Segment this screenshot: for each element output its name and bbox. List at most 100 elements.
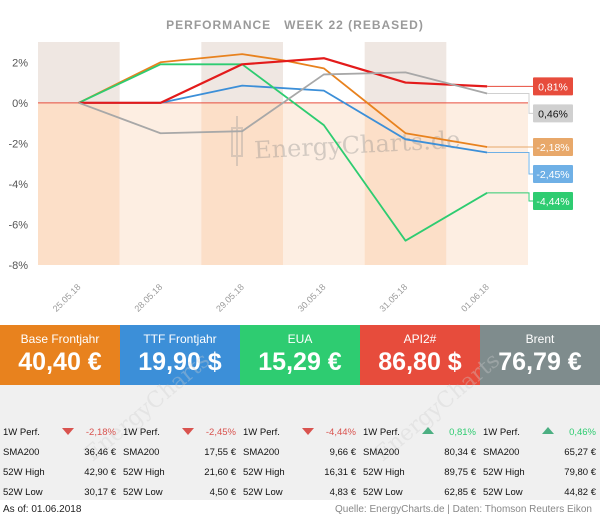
shade-lower-dark	[38, 102, 120, 266]
panel-name: Brent	[525, 332, 555, 346]
stats-row-perf: 1W Perf. 0,81%	[360, 425, 480, 440]
end-label-box	[533, 165, 573, 184]
stats-value: 17,55 €	[204, 447, 236, 458]
end-label-text: -2,45%	[536, 169, 569, 181]
stats-row-low: 52W Low 62,85 €	[360, 485, 480, 500]
stats-value: 30,17 €	[84, 487, 116, 498]
stats-column: 1W Perf. -2,18% SMA200 36,46 € 52W High 42,90…	[0, 385, 120, 500]
stats-value: 65,27 €	[564, 447, 596, 458]
panel-name: Base Frontjahr	[20, 332, 100, 346]
shade-lower	[446, 102, 528, 266]
y-tick-label: -4%	[8, 179, 28, 191]
stats-label: 52W Low	[243, 487, 283, 498]
triangle-down-icon	[182, 428, 194, 435]
end-labels: 0,81% 0,46% -2,18% -2,45% -4,44%	[487, 77, 573, 211]
stats-label: 1W Perf.	[243, 427, 280, 438]
stats-row-high: 52W High 16,31 €	[240, 465, 360, 480]
panel-name: TTF Frontjahr	[143, 332, 217, 346]
y-tick-label: -2%	[8, 138, 28, 150]
end-label-text: 0,81%	[538, 81, 568, 93]
stats-value: 79,80 €	[564, 467, 596, 478]
performance-chart: PERFORMANCE WEEK 22 (REBASED) EnergyChar…	[8, 18, 573, 314]
stats-label: SMA200	[3, 447, 40, 458]
series-line-eua	[78, 63, 488, 242]
panel-value: 86,80 $	[378, 348, 462, 376]
stats-label: 52W High	[3, 467, 45, 478]
stats-value: 89,75 €	[444, 467, 476, 478]
x-tick-label: 28.05.18	[132, 282, 164, 314]
stats-row-high: 52W High 89,75 €	[360, 465, 480, 480]
stats-row-high: 52W High 42,90 €	[0, 465, 120, 480]
label-connector	[487, 151, 533, 175]
stats-label: 52W High	[123, 467, 165, 478]
shade-lower	[283, 102, 365, 266]
stats-label: 52W Low	[363, 487, 403, 498]
stats-value: 36,46 €	[84, 447, 116, 458]
x-tick-label: 01.06.18	[459, 282, 491, 314]
shade-lower-dark	[201, 102, 283, 266]
end-label-box	[533, 192, 573, 211]
stats-value: -2,45%	[205, 427, 236, 438]
stats-label: 1W Perf.	[3, 427, 40, 438]
stats-row-low: 52W Low 44,82 €	[480, 485, 600, 500]
panel-eua: EUA 15,29 €	[240, 325, 360, 385]
stats-value: 9,66 €	[329, 447, 356, 458]
stats-label: SMA200	[363, 447, 400, 458]
stats-column: 1W Perf. 0,81% SMA200 80,34 € 52W High 89,75 …	[360, 385, 480, 500]
series-line-api2-	[78, 57, 488, 104]
stats-row-perf: 1W Perf. -2,18%	[0, 425, 120, 440]
label-connector	[487, 92, 533, 114]
y-tick-label: 0%	[12, 98, 28, 110]
triangle-up-icon	[422, 427, 434, 434]
stats-label: 52W High	[363, 467, 405, 478]
x-tick-label: 29.05.18	[214, 282, 246, 314]
stats-column: 1W Perf. -4,44% SMA200 9,66 € 52W High 16,31 …	[240, 385, 360, 500]
stats-value: 0,81%	[449, 427, 476, 438]
stats-row-low: 52W Low 30,17 €	[0, 485, 120, 500]
stats-value: 16,31 €	[324, 467, 356, 478]
footer: As of: 01.06.2018 Quelle: EnergyCharts.d…	[0, 502, 600, 520]
stats-value: 62,85 €	[444, 487, 476, 498]
stats-row-sma: SMA200 80,34 €	[360, 445, 480, 460]
stats-label: 52W Low	[3, 487, 43, 498]
triangle-down-icon	[62, 428, 74, 435]
y-tick-label: 2%	[12, 57, 28, 69]
triangle-down-icon	[302, 428, 314, 435]
shade-upper	[38, 42, 120, 103]
stats-value: 80,34 €	[444, 447, 476, 458]
end-label-text: -2,18%	[536, 142, 569, 154]
panel-value: 19,90 $	[138, 348, 222, 376]
label-connector	[487, 192, 533, 202]
stats-row-perf: 1W Perf. 0,46%	[480, 425, 600, 440]
stats-row-sma: SMA200 17,55 €	[120, 445, 240, 460]
shade-lower	[119, 102, 202, 266]
series-lines	[78, 53, 488, 242]
shade-upper	[201, 42, 283, 103]
stats-label: 52W Low	[483, 487, 523, 498]
stats-value: 21,60 €	[204, 467, 236, 478]
panel-brent: Brent 76,79 €	[480, 325, 600, 385]
x-tick-label: 25.05.18	[51, 282, 83, 314]
x-axis: 25.05.18 28.05.18 29.05.18 30.05.18 31.05.18…	[51, 282, 491, 314]
panel-name: EUA	[287, 332, 313, 346]
stats-value: 4,83 €	[329, 487, 356, 498]
stats-row-sma: SMA200 65,27 €	[480, 445, 600, 460]
panel-value: 40,40 €	[18, 348, 102, 376]
panel-api2: API2# 86,80 $	[360, 325, 480, 385]
panel-value: 76,79 €	[498, 348, 582, 376]
stats-column: 1W Perf. 0,46% SMA200 65,27 € 52W High 79,80 …	[480, 385, 600, 500]
end-label-box	[533, 77, 573, 96]
stats-label: SMA200	[243, 447, 280, 458]
price-panels: Base Frontjahr 40,40 € TTF Frontjahr 19,…	[0, 325, 600, 385]
end-label-text: -4,44%	[536, 196, 569, 208]
stats-row-low: 52W Low 4,83 €	[240, 485, 360, 500]
stats-label: 1W Perf.	[363, 427, 400, 438]
stats-row-perf: 1W Perf. -4,44%	[240, 425, 360, 440]
stats-label: 1W Perf.	[123, 427, 160, 438]
end-label-box	[533, 138, 573, 157]
stats-row-low: 52W Low 4,50 €	[120, 485, 240, 500]
stats-value: 0,46%	[569, 427, 596, 438]
y-tick-label: -6%	[8, 219, 28, 231]
stats-value: -4,44%	[325, 427, 356, 438]
chart-title: PERFORMANCE WEEK 22 (REBASED)	[166, 18, 424, 32]
